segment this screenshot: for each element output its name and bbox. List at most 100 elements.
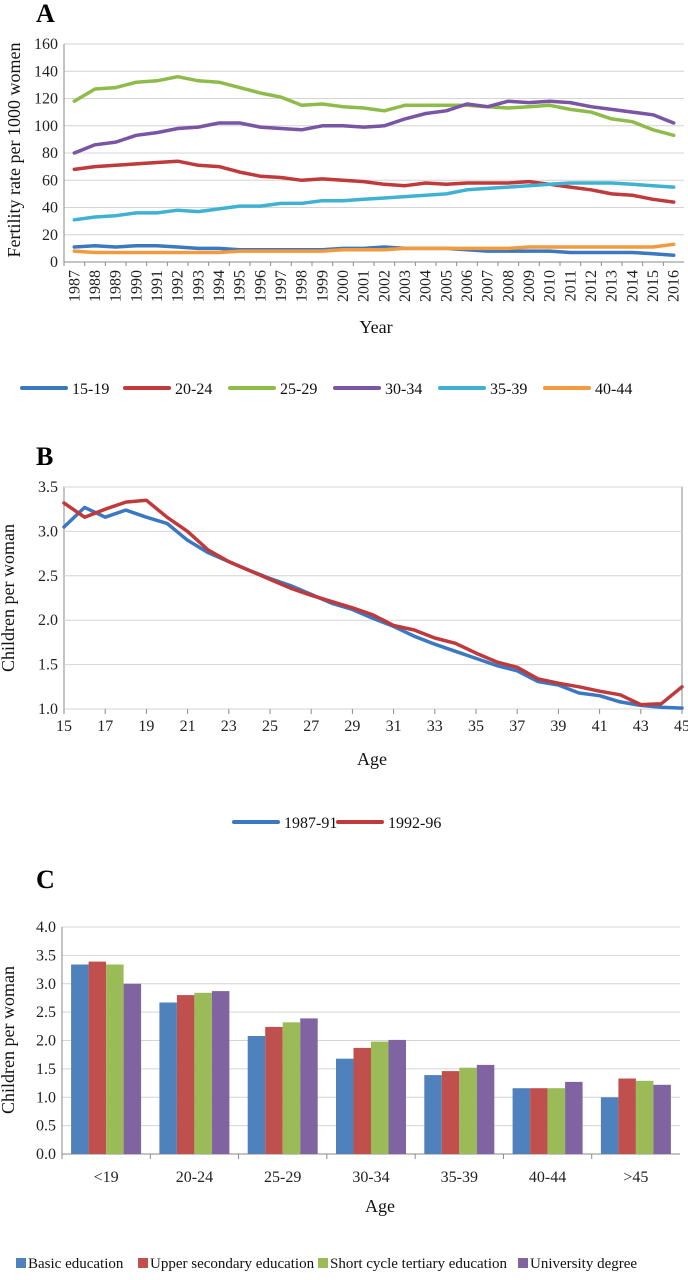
panel-c-legend-label: Upper secondary education <box>150 1256 315 1272</box>
panel-b-x-tick: 25 <box>262 718 278 735</box>
panel-b-x-tick: 19 <box>138 718 154 735</box>
panel-c-bar <box>123 983 142 1155</box>
panel-a-y-tick: 140 <box>34 63 58 80</box>
panel-a-y-tick: 100 <box>34 118 58 135</box>
panel-a-x-tick: 1990 <box>128 270 145 302</box>
panel-a-y-tick: 20 <box>42 227 58 244</box>
panel-c-y-tick: 4.0 <box>36 919 56 936</box>
panel-c-bar <box>459 1067 477 1154</box>
panel-c-x-tick: 40-44 <box>529 1169 566 1186</box>
panel-b-series <box>62 498 684 710</box>
panel-c-y-tick: 0.5 <box>36 1118 56 1135</box>
panel-a-series-line-25-29 <box>72 74 676 138</box>
panel-b-x-tick: 45 <box>674 718 688 735</box>
panel-a-x-tick: 1997 <box>273 270 290 302</box>
panel-a-x-tick: 2013 <box>604 270 621 302</box>
panel-c-bar <box>159 1002 177 1154</box>
panel-a-y-tick: 120 <box>34 91 58 108</box>
panel-c-bar <box>476 1064 495 1154</box>
panel-b-x-tick: 27 <box>303 718 319 735</box>
panel-a-x-axis-title: Year <box>359 317 392 337</box>
panel-a-x-tick: 2010 <box>542 270 559 302</box>
panel-b-gridlines <box>63 486 683 714</box>
panel-b-legend-label: 1992-96 <box>388 815 441 832</box>
panel-b-x-tick: 31 <box>386 718 402 735</box>
panel-a-x-tick: 2002 <box>376 270 393 302</box>
panel-a-legend-label: 25-29 <box>280 381 317 398</box>
panel-c-bar <box>512 1088 531 1154</box>
panel-a-legend-label: 40-44 <box>595 381 632 398</box>
panel-c-legend-label: University degree <box>530 1256 637 1272</box>
panel-a-y-axis-title: Fertility rate per 1000 women <box>4 43 24 258</box>
panel-a-x-tick: 2009 <box>521 270 538 302</box>
panel-b-x-tick: 37 <box>509 718 525 735</box>
panel-a-x-tick: 2000 <box>335 270 352 302</box>
panel-b-x-tick: 39 <box>550 718 566 735</box>
panel-c-bar <box>353 1047 371 1154</box>
panel-c-bars <box>71 961 671 1155</box>
panel-c-y-tick: 2.5 <box>36 1004 56 1021</box>
panel-c-bar <box>565 1081 583 1154</box>
panel-b-legend: 1987-91 1992-96 <box>232 815 441 832</box>
panel-b-y-tick: 2.0 <box>38 612 58 629</box>
panel-a-x-tick: 2015 <box>645 270 662 302</box>
panel-b-x-tick: 43 <box>633 718 649 735</box>
panel-a-gridlines <box>63 43 684 266</box>
panel-c-bar <box>336 1058 354 1154</box>
panel-a: A 0 20 40 60 80 100 120 140 160 1987 1988 1989 1990… <box>4 0 684 398</box>
panel-c-x-tick: 30-34 <box>352 1169 389 1186</box>
panel-c-letter: C <box>36 865 55 894</box>
panel-a-x-tick: 2012 <box>583 270 600 302</box>
panel-c-bar <box>441 1071 460 1154</box>
panel-b-y-tick: 2.5 <box>38 568 58 585</box>
panel-c-bar <box>547 1088 566 1154</box>
panel-c-bar <box>88 961 107 1154</box>
panel-c-x-tick: 35-39 <box>441 1169 478 1186</box>
panel-c-legend: Basic education Upper secondary education… <box>16 1256 637 1272</box>
panel-a-legend-label: 20-24 <box>175 381 212 398</box>
panel-c-y-tick: 3.0 <box>36 976 56 993</box>
panel-c-x-tick: >45 <box>623 1169 648 1186</box>
panel-c-bar <box>530 1088 548 1154</box>
panel-a-x-tick: 1996 <box>252 270 269 302</box>
panel-b-series-line-1987-91 <box>62 505 684 710</box>
panel-c-y-tick: 3.5 <box>36 947 56 964</box>
panel-a-x-tick: 2005 <box>438 270 455 302</box>
panel-c-y-tick: 2.0 <box>36 1033 56 1050</box>
panel-c-x-tick-labels: <19 20-24 25-29 30-34 35-39 40-44 >45 <box>94 1169 649 1186</box>
panel-b-x-tick: 29 <box>344 718 360 735</box>
panel-b-x-tick: 35 <box>468 718 484 735</box>
panel-a-legend-label: 15-19 <box>72 381 109 398</box>
panel-c-bar <box>600 1097 619 1155</box>
panel-a-x-tick: 1987 <box>66 270 83 302</box>
panel-c-legend-swatch <box>518 1258 528 1268</box>
panel-a-x-tick: 2001 <box>356 270 373 302</box>
panel-c-bar <box>388 1039 406 1154</box>
panel-c-bar <box>106 964 124 1154</box>
panel-a-y-tick: 80 <box>42 145 58 162</box>
panel-a-y-tick: 40 <box>42 200 58 217</box>
panel-b-legend-label: 1987-91 <box>284 815 337 832</box>
panel-c-legend-swatch <box>318 1258 328 1268</box>
panel-c-bar <box>371 1041 389 1154</box>
panel-a-x-tick: 2003 <box>397 270 414 302</box>
panel-b-y-axis-title: Children per woman <box>0 524 18 672</box>
panel-b-y-tick: 3.5 <box>38 479 58 496</box>
panel-a-legend-label: 30-34 <box>385 381 422 398</box>
panel-a-series <box>72 74 676 257</box>
panel-c-y-tick: 0.0 <box>36 1146 56 1163</box>
panel-b-letter: B <box>36 442 53 471</box>
panel-a-series-line-15-19 <box>72 243 676 257</box>
panel-a-y-tick: 0 <box>50 254 58 271</box>
panel-b-x-tick: 23 <box>221 718 237 735</box>
panel-c: C 0.0 0.5 1.0 1.5 2.0 2.5 3.0 3.5 4.0 <19 20-24 25… <box>0 865 680 1272</box>
panel-a-y-tick: 60 <box>42 172 58 189</box>
panel-c-bar <box>653 1084 671 1154</box>
panel-c-bar <box>194 992 212 1154</box>
panel-c-legend-swatch <box>16 1258 26 1268</box>
panel-a-letter: A <box>36 0 55 28</box>
panel-c-y-tick-labels: 0.0 0.5 1.0 1.5 2.0 2.5 3.0 3.5 4.0 <box>36 919 56 1163</box>
panel-b-y-tick: 1.5 <box>38 657 58 674</box>
panel-c-bar <box>265 1026 283 1154</box>
